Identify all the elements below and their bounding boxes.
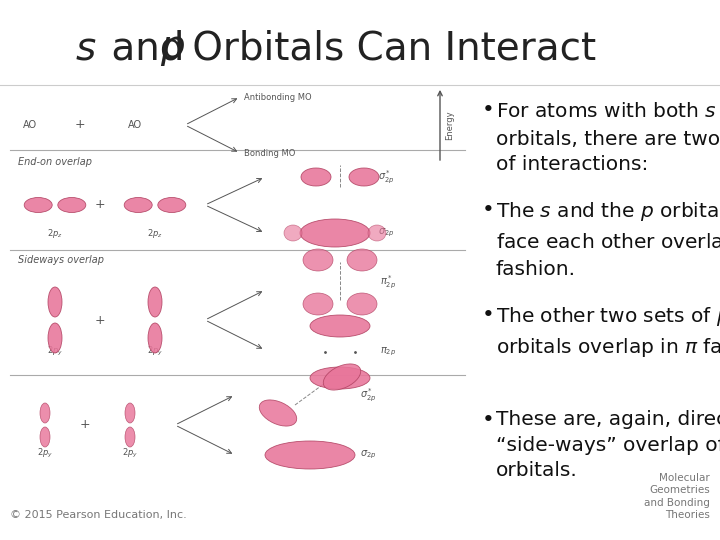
Ellipse shape — [40, 403, 50, 423]
Text: +: + — [95, 199, 105, 212]
Ellipse shape — [347, 293, 377, 315]
Ellipse shape — [24, 198, 53, 213]
Ellipse shape — [300, 219, 370, 247]
Text: •: • — [482, 305, 495, 325]
Text: •: • — [482, 100, 495, 120]
Ellipse shape — [310, 315, 370, 337]
Text: $2p_z$: $2p_z$ — [47, 227, 63, 240]
Text: and: and — [99, 30, 197, 68]
Text: $\pi^*_{2p}$: $\pi^*_{2p}$ — [380, 273, 396, 291]
Ellipse shape — [349, 168, 379, 186]
Text: $2p_y$: $2p_y$ — [147, 345, 163, 358]
Text: Energy: Energy — [445, 110, 454, 140]
Text: •: • — [482, 200, 495, 220]
Text: $\sigma^*_{2p}$: $\sigma^*_{2p}$ — [360, 386, 377, 404]
Ellipse shape — [265, 441, 355, 469]
Ellipse shape — [48, 287, 62, 317]
Text: $2p_z$: $2p_z$ — [147, 227, 163, 240]
Ellipse shape — [347, 249, 377, 271]
Ellipse shape — [259, 400, 297, 426]
Text: The $s$ and the $p$ orbitals that
face each other overlap in $\sigma$
fashion.: The $s$ and the $p$ orbitals that face e… — [496, 200, 720, 279]
Ellipse shape — [148, 287, 162, 317]
Text: AO: AO — [128, 120, 142, 130]
Ellipse shape — [284, 225, 302, 241]
Ellipse shape — [148, 323, 162, 353]
Text: Bonding MO: Bonding MO — [244, 148, 295, 158]
Text: •: • — [482, 410, 495, 430]
Ellipse shape — [158, 198, 186, 213]
Ellipse shape — [303, 293, 333, 315]
Text: These are, again, direct and
“side-ways” overlap of
orbitals.: These are, again, direct and “side-ways”… — [496, 410, 720, 481]
Ellipse shape — [48, 323, 62, 353]
Text: For atoms with both $s$ and $p$
orbitals, there are two types
of interactions:: For atoms with both $s$ and $p$ orbitals… — [496, 100, 720, 174]
Text: +: + — [80, 418, 90, 431]
Ellipse shape — [301, 168, 331, 186]
Text: Orbitals Can Interact: Orbitals Can Interact — [180, 30, 596, 68]
Text: The other two sets of $p$
orbitals overlap in $\pi$ fashion.: The other two sets of $p$ orbitals overl… — [496, 305, 720, 359]
Text: AO: AO — [23, 120, 37, 130]
Ellipse shape — [125, 403, 135, 423]
Ellipse shape — [368, 225, 386, 241]
Text: $\sigma_{2p}$: $\sigma_{2p}$ — [360, 449, 377, 461]
Text: $p$: $p$ — [160, 30, 185, 68]
Text: $2p_y$: $2p_y$ — [47, 345, 63, 358]
Text: End-on overlap: End-on overlap — [18, 157, 92, 167]
Text: $2p_y$: $2p_y$ — [37, 447, 53, 460]
Text: $\sigma^*_{2p}$: $\sigma^*_{2p}$ — [378, 168, 395, 186]
Text: Molecular
Geometries
and Bonding
Theories: Molecular Geometries and Bonding Theorie… — [644, 473, 710, 520]
Ellipse shape — [323, 364, 361, 390]
Ellipse shape — [124, 198, 152, 213]
Text: +: + — [95, 314, 105, 327]
Text: +: + — [75, 118, 85, 132]
Text: Antibonding MO: Antibonding MO — [244, 92, 312, 102]
Text: $2p_y$: $2p_y$ — [122, 447, 138, 460]
Text: $s$: $s$ — [75, 30, 96, 68]
Ellipse shape — [125, 427, 135, 447]
Ellipse shape — [310, 367, 370, 389]
Text: $\pi_{2p}$: $\pi_{2p}$ — [380, 346, 396, 358]
Text: Sideways overlap: Sideways overlap — [18, 255, 104, 265]
Ellipse shape — [58, 198, 86, 213]
Text: © 2015 Pearson Education, Inc.: © 2015 Pearson Education, Inc. — [10, 510, 186, 520]
Ellipse shape — [303, 249, 333, 271]
Text: $\sigma_{2p}$: $\sigma_{2p}$ — [378, 227, 395, 239]
Ellipse shape — [40, 427, 50, 447]
